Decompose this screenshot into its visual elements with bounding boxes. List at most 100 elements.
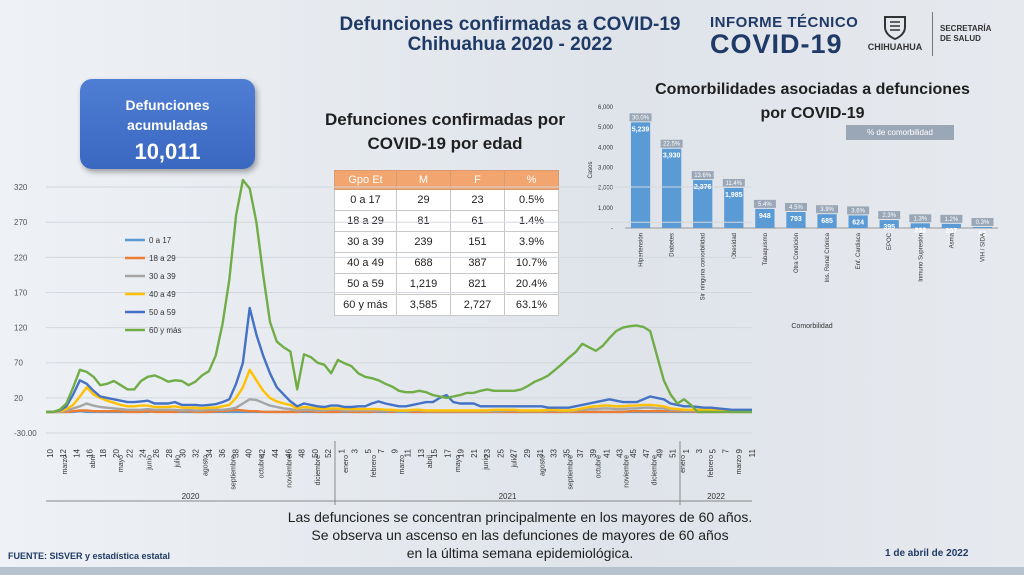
percent-label-bg xyxy=(971,217,994,226)
table-row: 30 a 39 239 151 3.9% xyxy=(334,231,559,253)
x-tick-label: 25 xyxy=(496,448,505,457)
table-cell: 63.1% xyxy=(504,294,559,316)
percent-label-bg xyxy=(753,199,776,208)
percent-label: 0.3% xyxy=(976,220,990,226)
percent-label-bg xyxy=(629,113,652,122)
category-label: Inmuno Supresión xyxy=(918,233,924,282)
x-tick-label: 12 xyxy=(59,448,68,457)
table-row: 50 a 59 1,219 821 20.4% xyxy=(334,273,559,295)
page-title-line1: Defunciones confirmadas a COVID-19 xyxy=(339,14,681,35)
percent-label: 5.4% xyxy=(758,202,772,208)
legend-label: 60 y más xyxy=(149,326,181,335)
percent-label-bg xyxy=(691,171,714,180)
table-cell: 18 a 29 xyxy=(334,210,397,232)
x-tick-label: 13 xyxy=(417,448,426,457)
percent-label: 11.4% xyxy=(726,181,743,187)
comorbidity-bar-chart: 6,000 5,000 4,000 3,000 2,000 1,000 - Casos 5,23… xyxy=(588,105,998,330)
page-title-line2: Chihuahua 2020 - 2022 xyxy=(407,34,613,55)
kpi-card: Defunciones acumuladas 10,011 xyxy=(80,79,255,169)
header-cell: Gpo Et xyxy=(334,170,397,190)
bar xyxy=(972,226,993,228)
page-title: Defunciones confirmadas a COVID-19 Chihu… xyxy=(330,15,690,55)
bar-value-label: 793 xyxy=(790,216,802,223)
month-label: diciembre xyxy=(652,455,659,485)
table-cell: 60 y más xyxy=(334,294,397,316)
x-tick-label: 45 xyxy=(629,448,638,457)
brand-logo: INFORME TÉCNICO COVID-19 xyxy=(710,14,858,58)
bar xyxy=(879,220,899,228)
bar-value-label: 5,239 xyxy=(632,126,650,133)
table-cell: 0.5% xyxy=(504,189,559,211)
y-tick-label: 2,000 xyxy=(598,186,614,192)
age-table: Gpo Et M F % 0 a 17 29 23 0.5% 18 a 29 8… xyxy=(334,170,559,316)
x-tick-label: 26 xyxy=(152,448,161,457)
bar xyxy=(848,215,868,228)
x-tick-label: 19 xyxy=(457,448,466,457)
x-tick-label: 10 xyxy=(46,448,55,457)
x-tick-label: 17 xyxy=(443,448,452,457)
table-cell: 1,219 xyxy=(396,273,451,295)
percent-label: 2.3% xyxy=(882,213,896,219)
category-label: Obesidad xyxy=(732,233,738,259)
percent-label-bg xyxy=(940,214,963,223)
x-tick-label: 48 xyxy=(298,448,307,457)
percent-label: 4.5% xyxy=(789,205,803,211)
x-tick-label: 15 xyxy=(430,448,439,457)
x-tick-label: 28 xyxy=(165,448,174,457)
x-tick-label: 37 xyxy=(576,448,585,457)
bar xyxy=(630,122,651,228)
table-cell: 20.4% xyxy=(504,273,559,295)
y-tick-label: -30.00 xyxy=(14,429,37,438)
month-label: enero xyxy=(680,455,687,473)
table-row: 60 y más 3,585 2,727 63.1% xyxy=(334,294,559,316)
series-line-60-y-más xyxy=(46,178,752,414)
secretaria-line1: SECRETARÍA xyxy=(940,24,992,33)
x-tick-label: 35 xyxy=(563,448,572,457)
y-axis-label: Casos xyxy=(588,161,594,178)
year-label: 2020 xyxy=(182,492,200,501)
y-tick-label: 20 xyxy=(14,394,23,403)
table-header-row: Gpo Et M F % xyxy=(334,170,559,190)
age-table-title-line1: Defunciones confirmadas por xyxy=(325,110,565,129)
percent-label-bg xyxy=(816,205,839,214)
percent-label: 22.5% xyxy=(663,142,681,148)
legend-label: 0 a 17 xyxy=(149,236,172,245)
month-label: enero xyxy=(343,455,350,473)
secretaria-line2: DE SALUD xyxy=(940,34,981,43)
x-tick-label: 9 xyxy=(390,448,399,453)
x-tick-label: 11 xyxy=(748,448,757,457)
y-tick-label: - xyxy=(611,226,613,232)
x-tick-label: 14 xyxy=(72,448,81,457)
percent-label-bg xyxy=(847,206,870,215)
bar xyxy=(941,223,962,228)
table-cell: 2,727 xyxy=(450,294,505,316)
category-label: Otra Condición xyxy=(794,233,800,273)
x-tick-label: 11 xyxy=(404,448,413,457)
x-tick-label: 23 xyxy=(483,448,492,457)
bar xyxy=(661,148,682,228)
percent-label: 3.6% xyxy=(851,208,865,214)
table-cell: 3,585 xyxy=(396,294,451,316)
bar-value-label: 624 xyxy=(852,219,864,226)
kpi-label-line1: Defunciones xyxy=(125,97,210,113)
x-tick-label: 16 xyxy=(86,448,95,457)
footnote-line3: en la última semana epidemiológica. xyxy=(406,545,634,561)
year-label: 2021 xyxy=(499,492,517,501)
month-label: noviembre xyxy=(624,455,631,488)
y-tick-label: 4,000 xyxy=(598,145,614,151)
month-label: diciembre xyxy=(315,455,322,485)
x-tick-label: 30 xyxy=(178,448,187,457)
footnote-line2: Se observa un ascenso en las defunciones… xyxy=(311,527,729,543)
month-label: noviembre xyxy=(287,455,294,488)
footnote: Las defunciones se concentran principalm… xyxy=(250,508,790,562)
x-tick-label: 27 xyxy=(510,448,519,457)
percent-label-bg xyxy=(909,214,932,223)
bar-value-label: 207 xyxy=(946,228,958,235)
bar-value-label: 1,985 xyxy=(725,192,743,199)
kpi-label: Defunciones acumuladas xyxy=(80,95,255,135)
month-label: marzo xyxy=(399,455,406,475)
bar-value-label: 232 xyxy=(914,227,926,234)
y-tick-label: 1,000 xyxy=(598,206,614,212)
x-tick-label: 34 xyxy=(205,448,214,457)
bar-value-label: 51 xyxy=(979,231,987,238)
